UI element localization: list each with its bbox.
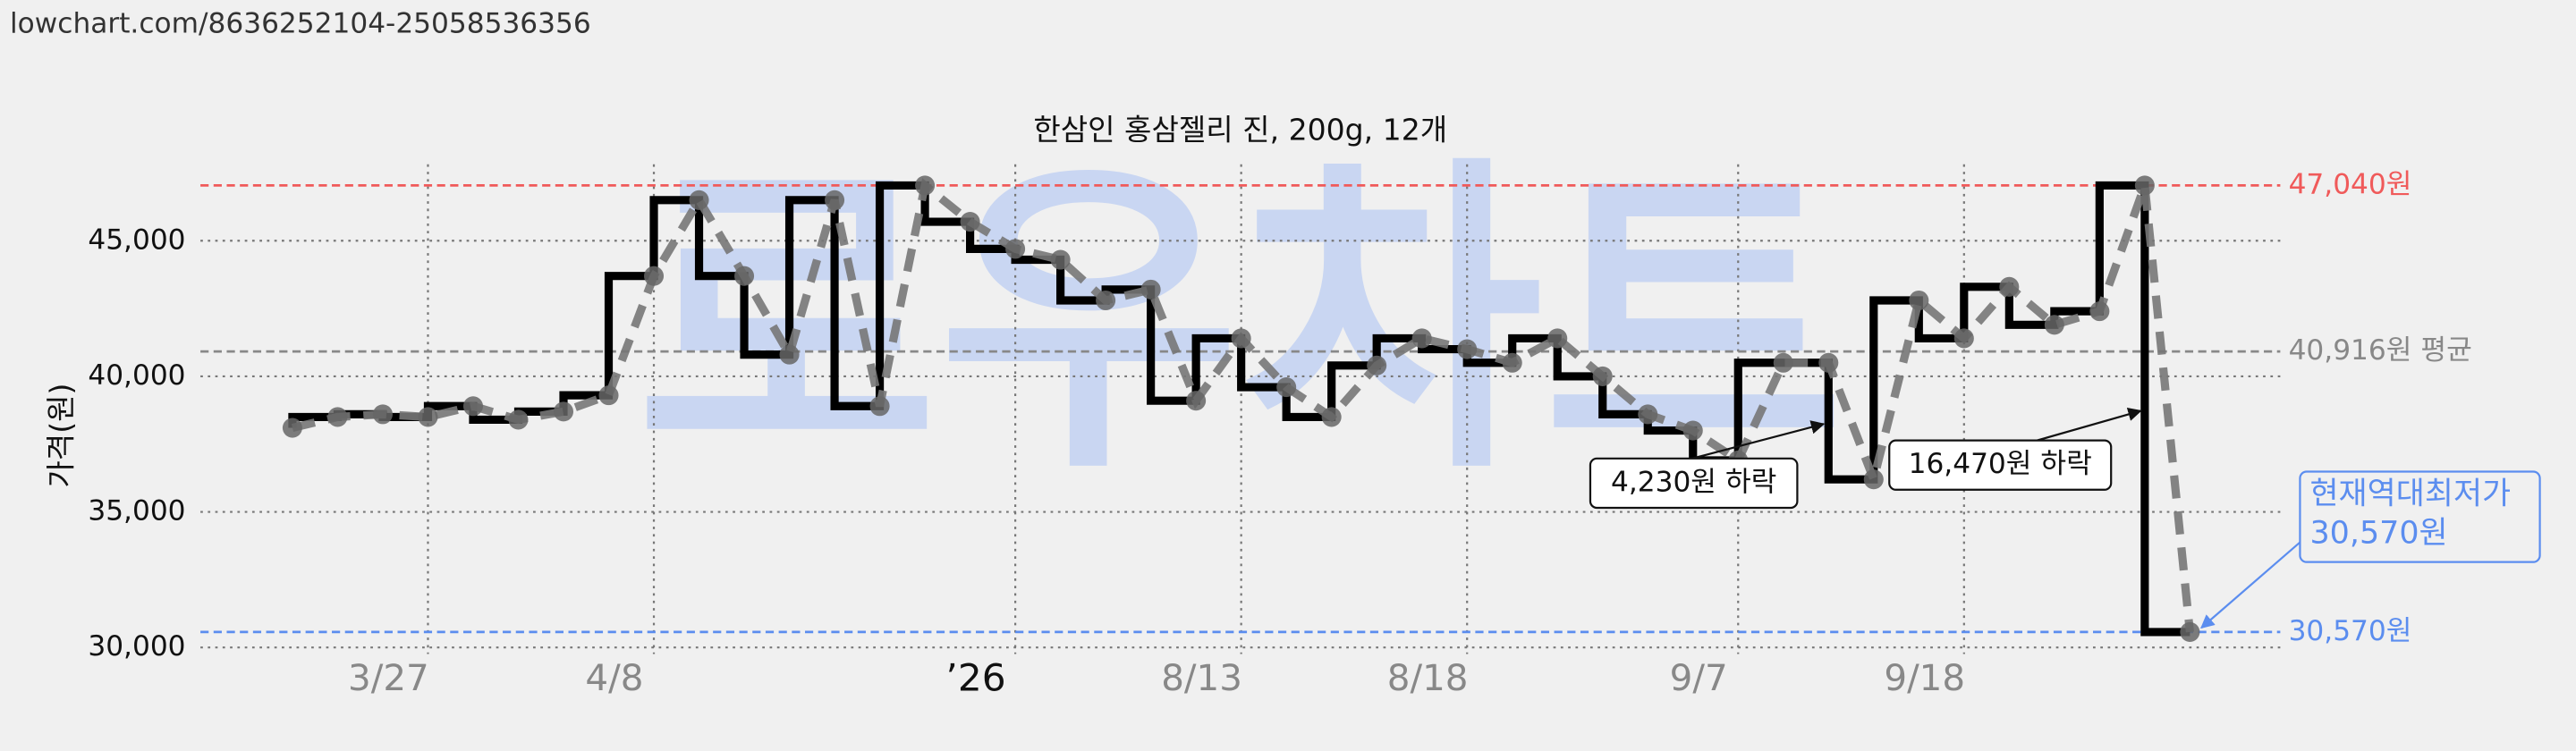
point [1638, 404, 1658, 425]
point [1773, 352, 1793, 373]
point [1276, 377, 1297, 398]
annotation-arrow [1691, 420, 1826, 460]
point [1005, 239, 1026, 259]
point [1186, 391, 1207, 411]
point [418, 407, 438, 427]
point [1818, 352, 1839, 373]
point [1050, 249, 1071, 270]
point [553, 401, 574, 422]
x-tick-label: ’26 [945, 655, 1005, 699]
annotation-text: 16,470원 하락 [1909, 448, 2092, 480]
point [1231, 328, 1251, 349]
point [1502, 352, 1522, 373]
annotation-arrow [2037, 407, 2142, 442]
point [1321, 407, 1342, 427]
annotation-box [2299, 470, 2541, 563]
reference-label: 47,040원 [2289, 168, 2412, 200]
point [462, 396, 483, 417]
y-axis-label: 가격(원) [43, 384, 78, 488]
x-tick-label: 3/27 [348, 656, 429, 699]
point [2089, 301, 2110, 322]
point [282, 418, 302, 438]
chart-title: 한삼인 홍삼젤리 진, 200g, 12개 [1033, 113, 1447, 148]
x-tick-label: 8/18 [1387, 656, 1469, 699]
point [1096, 290, 1116, 311]
point [1547, 328, 1568, 349]
point [1457, 339, 1478, 359]
point [598, 385, 619, 406]
y-tick-label: 40,000 [88, 359, 185, 392]
x-tick-label: 9/7 [1670, 656, 1728, 699]
point [1682, 420, 1703, 441]
point [1909, 290, 1929, 311]
point [825, 190, 845, 210]
point [689, 190, 709, 210]
point [1411, 328, 1432, 349]
annotation-text: 30,570원 [2309, 515, 2447, 551]
point [2134, 175, 2155, 196]
point [508, 409, 529, 430]
point [1140, 279, 1161, 300]
point [869, 396, 890, 417]
point [1999, 276, 2020, 297]
annotation-box [1888, 439, 2113, 491]
point [1863, 469, 1884, 490]
annotation-text: 현재역대최저가 [2309, 476, 2511, 511]
point [327, 407, 348, 427]
url: lowchart.com/8636252104-25058536356 [10, 8, 591, 40]
y-tick-label: 35,000 [88, 495, 185, 527]
point [915, 175, 936, 196]
x-tick-label: 8/13 [1161, 656, 1242, 699]
point [2044, 315, 2064, 335]
point [1592, 366, 1613, 386]
point [734, 266, 755, 286]
point [1367, 355, 1387, 376]
point [960, 212, 980, 232]
point [644, 266, 665, 286]
x-tick-label: 9/18 [1884, 656, 1965, 699]
annotation-text: 4,230원 하락 [1611, 466, 1776, 498]
y-tick-label: 30,000 [88, 630, 185, 662]
annotation-box [1589, 457, 1799, 510]
point [372, 404, 393, 425]
point [2180, 621, 2200, 642]
x-tick-label: 4/8 [585, 656, 643, 699]
reference-label: 30,570원 [2289, 615, 2412, 647]
annotation-arrow [2200, 541, 2301, 629]
y-tick-label: 45,000 [88, 224, 185, 256]
point [779, 344, 800, 365]
point [1953, 328, 1974, 349]
reference-label: 40,916원 평균 [2289, 334, 2472, 367]
